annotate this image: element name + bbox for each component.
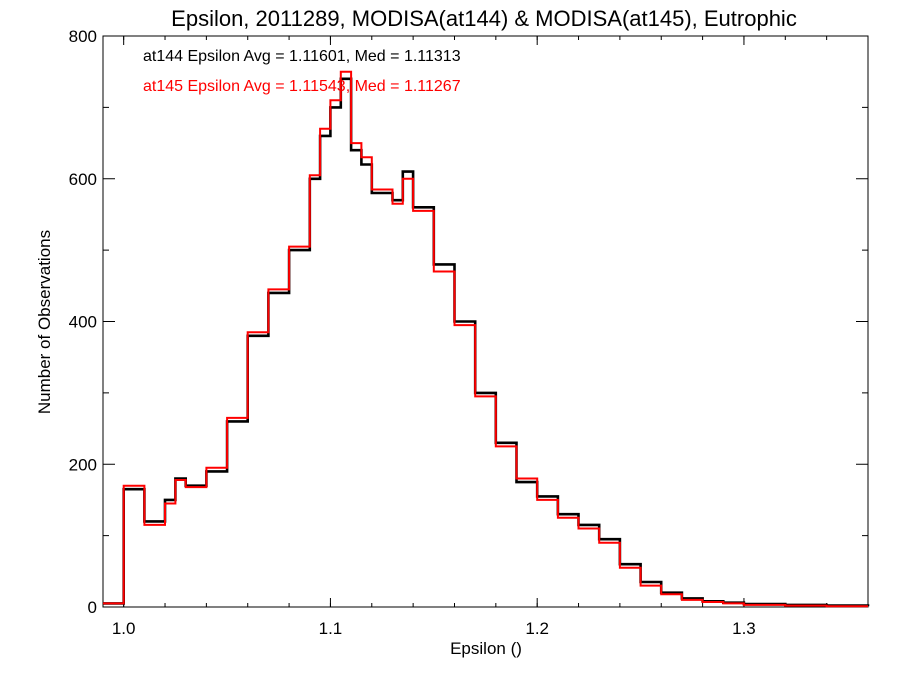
x-tick-label: 1.0 (112, 619, 136, 638)
x-tick-label: 1.3 (732, 619, 756, 638)
x-tick-label: 1.1 (319, 619, 343, 638)
annotation-at145: at145 Epsilon Avg = 1.11543, Med = 1.112… (143, 78, 461, 95)
series-line-at145 (103, 70, 868, 608)
series-line-at144 (103, 77, 870, 607)
plot-frame (102, 35, 869, 608)
y-tick-label: 800 (69, 27, 97, 46)
y-tick-label: 200 (69, 455, 97, 474)
series-layer (103, 70, 870, 608)
x-axis-label: Epsilon () (450, 639, 522, 658)
y-tick-label: 600 (69, 170, 97, 189)
annotation-at144: at144 Epsilon Avg = 1.11601, Med = 1.113… (143, 48, 461, 65)
y-tick-label: 0 (88, 598, 97, 617)
y-axis: 0 200 400 600 800 (69, 27, 868, 617)
x-axis: 1.0 1.1 1.2 1.3 (112, 36, 828, 638)
y-tick-label: 400 (69, 313, 97, 332)
y-axis-label: Number of Observations (35, 230, 54, 414)
chart-title: Epsilon, 2011289, MODISA(at144) & MODISA… (171, 6, 797, 31)
x-tick-label: 1.2 (525, 619, 549, 638)
